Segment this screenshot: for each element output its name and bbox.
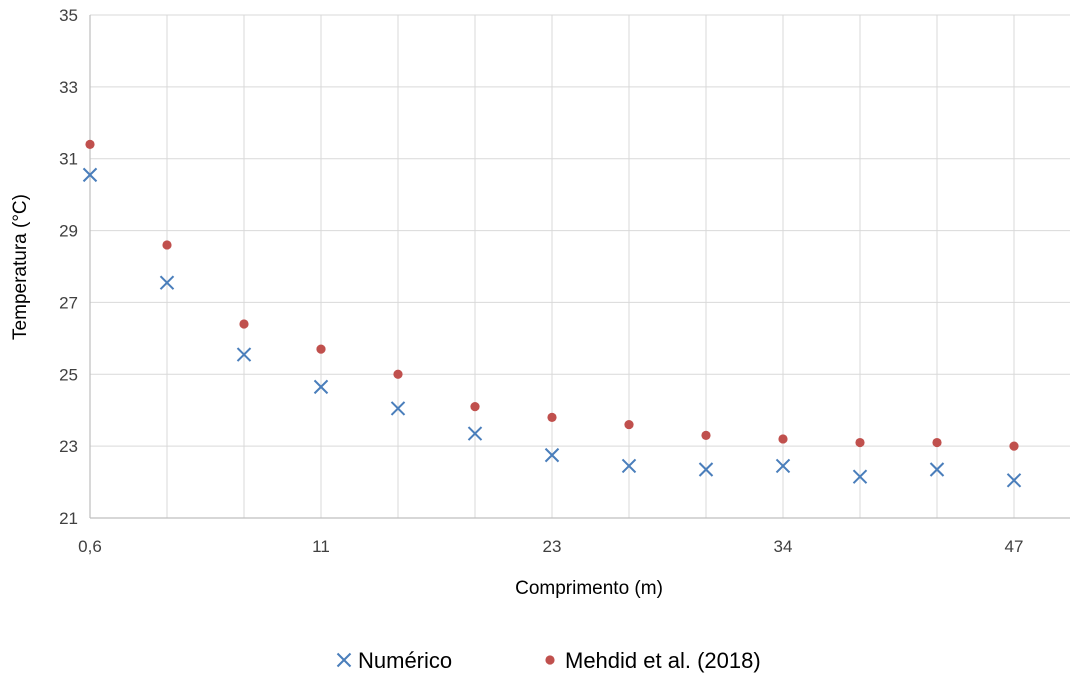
marker-stroke xyxy=(929,462,945,477)
y-axis-ticks: 21 23 25 27 29 31 33 35 xyxy=(59,6,78,528)
legend-label: Numérico xyxy=(358,648,452,673)
data-point xyxy=(778,434,788,444)
marker-stroke xyxy=(852,469,868,484)
series-numerico xyxy=(82,167,1022,488)
marker-stroke xyxy=(236,347,252,362)
data-point xyxy=(159,275,175,290)
marker-stroke xyxy=(1006,473,1022,488)
data-point xyxy=(547,412,557,422)
data-point xyxy=(852,469,868,484)
data-point xyxy=(544,447,560,463)
marker-stroke xyxy=(467,426,483,441)
x-tick-label: 47 xyxy=(1005,537,1024,556)
y-axis-title: Temperatura (°C) xyxy=(10,194,31,340)
data-point xyxy=(929,462,945,477)
data-point xyxy=(621,458,637,474)
series-mehdid xyxy=(85,139,1019,451)
data-point xyxy=(701,430,711,440)
y-tick-label: 33 xyxy=(59,78,78,97)
y-tick-label: 35 xyxy=(59,6,78,25)
marker-stroke xyxy=(775,458,791,474)
legend-item: Numérico xyxy=(336,648,452,673)
data-point xyxy=(313,379,329,395)
marker-stroke xyxy=(82,167,98,183)
y-tick-label: 27 xyxy=(59,293,78,312)
data-point xyxy=(1009,441,1019,451)
marker-stroke xyxy=(390,401,406,416)
x-tick-label: 34 xyxy=(774,537,793,556)
y-tick-label: 21 xyxy=(59,509,78,528)
legend: Numérico Mehdid et al. (2018) xyxy=(336,648,761,673)
gridlines xyxy=(90,14,1070,518)
data-point xyxy=(1006,473,1022,488)
x-tick-label: 23 xyxy=(543,537,562,556)
marker-stroke xyxy=(698,462,714,477)
legend-marker xyxy=(336,652,352,668)
data-point xyxy=(162,240,172,250)
data-point xyxy=(393,369,403,379)
data-point xyxy=(470,402,480,412)
data-point xyxy=(236,347,252,362)
marker-stroke xyxy=(313,379,329,395)
legend-marker xyxy=(545,655,555,665)
data-point xyxy=(85,139,95,149)
y-tick-label: 29 xyxy=(59,222,78,241)
y-tick-label: 31 xyxy=(59,150,78,169)
y-tick-label: 25 xyxy=(59,365,78,384)
x-axis-ticks: 0,6 11 23 34 47 xyxy=(78,537,1023,556)
data-point xyxy=(775,458,791,474)
marker-stroke xyxy=(544,447,560,463)
data-point xyxy=(316,344,326,354)
data-point xyxy=(698,462,714,477)
marker-stroke xyxy=(159,275,175,290)
data-point xyxy=(624,419,634,430)
data-points xyxy=(82,139,1022,488)
legend-item: Mehdid et al. (2018) xyxy=(545,648,761,673)
axes xyxy=(89,15,1070,519)
marker-stroke xyxy=(621,458,637,474)
data-point xyxy=(855,437,865,448)
x-tick-label: 0,6 xyxy=(78,537,102,556)
x-axis-title: Comprimento (m) xyxy=(515,578,663,599)
legend-label: Mehdid et al. (2018) xyxy=(565,648,761,673)
data-point xyxy=(390,401,406,416)
data-point xyxy=(932,437,942,448)
data-point xyxy=(239,319,249,329)
data-point xyxy=(82,167,98,183)
x-tick-label: 11 xyxy=(312,537,330,556)
y-tick-label: 23 xyxy=(59,437,78,456)
data-point xyxy=(467,426,483,441)
marker-stroke xyxy=(336,652,352,668)
